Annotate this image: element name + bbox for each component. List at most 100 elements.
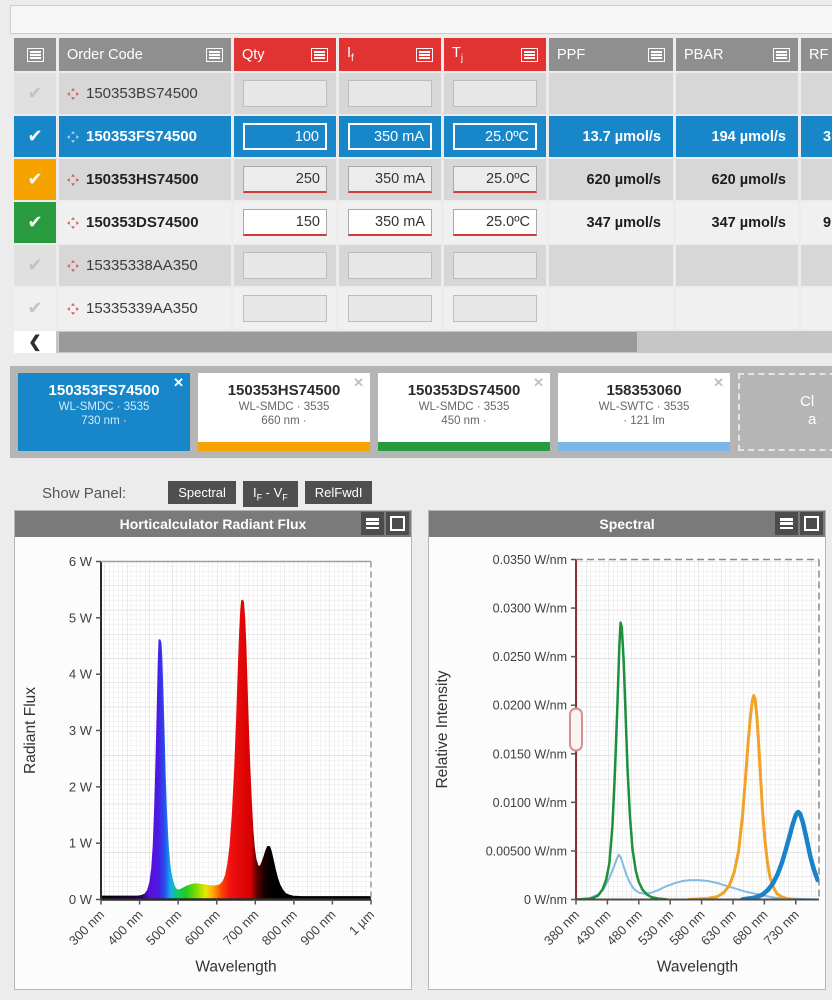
tj-input[interactable]	[453, 80, 537, 107]
order-code-text: 150353DS74500	[86, 214, 199, 231]
column-filter-icon[interactable]	[206, 47, 223, 62]
product-tab-spec: 450 nm ·	[441, 415, 487, 427]
if-input[interactable]	[348, 295, 432, 322]
column-filter-icon[interactable]	[416, 47, 433, 62]
move-handle-icon[interactable]	[67, 259, 79, 272]
y-tick-label: 0.0250 W/nm	[493, 650, 567, 664]
y-tick-label: 1 W	[69, 836, 93, 851]
column-header-select[interactable]	[14, 38, 56, 71]
qty-input[interactable]	[243, 80, 327, 107]
if-input[interactable]	[348, 80, 432, 107]
scrollbar-track[interactable]	[56, 331, 832, 353]
order-code-cell[interactable]: 150353DS74500	[59, 202, 231, 243]
tj-input[interactable]	[453, 166, 537, 193]
maximize-icon[interactable]	[386, 512, 409, 535]
order-code-text: 15335339AA350	[86, 300, 198, 317]
column-filter-icon[interactable]	[648, 47, 665, 62]
row-checkbox[interactable]: ✔	[14, 116, 56, 157]
if-cell	[339, 288, 441, 329]
order-code-cell[interactable]: 150353FS74500	[59, 116, 231, 157]
qty-input[interactable]	[243, 123, 327, 150]
qty-cell	[234, 73, 336, 114]
menu-icon[interactable]	[775, 512, 798, 535]
order-code-cell[interactable]: 150353BS74500	[59, 73, 231, 114]
column-header-qty[interactable]: Qty	[234, 38, 336, 71]
ppf-value: 13.7 µmol/s	[549, 116, 673, 157]
column-header-if[interactable]: If	[339, 38, 441, 71]
menu-icon[interactable]	[361, 512, 384, 535]
spectral-panel: Spectral 0 W/nm 0.00500 W/nm 0.0100 W/nm 0.…	[428, 510, 826, 990]
column-header-label: RF	[809, 46, 829, 63]
add-product-placeholder[interactable]: Cl a	[738, 373, 832, 451]
column-filter-icon[interactable]	[26, 47, 44, 62]
close-icon[interactable]: ✕	[713, 375, 724, 390]
qty-input[interactable]	[243, 209, 327, 236]
panel-button-if-vf[interactable]: IF - VF	[242, 481, 298, 507]
move-handle-icon[interactable]	[67, 216, 79, 229]
if-input[interactable]	[348, 209, 432, 236]
column-filter-icon[interactable]	[311, 47, 328, 62]
close-icon[interactable]: ✕	[353, 375, 364, 390]
if-input[interactable]	[348, 166, 432, 193]
product-tab-series: WL-SMDC · 3535	[58, 401, 150, 413]
placeholder-text-line: a	[808, 411, 817, 428]
product-tab-150353FS74500[interactable]: ✕ 150353FS74500 WL-SMDC · 3535 730 nm ·	[18, 373, 190, 451]
column-header-ppf[interactable]: PPF	[549, 38, 673, 71]
if-input[interactable]	[348, 123, 432, 150]
y-axis-title: Radiant Flux	[22, 687, 39, 774]
horizontal-scrollbar[interactable]: ❮	[14, 331, 832, 353]
move-handle-icon[interactable]	[67, 302, 79, 315]
tj-input[interactable]	[453, 295, 537, 322]
column-filter-icon[interactable]	[773, 47, 790, 62]
product-tab-150353HS74500[interactable]: ✕ 150353HS74500 WL-SMDC · 3535 660 nm ·	[198, 373, 370, 451]
y-tick-label: 0.0300 W/nm	[493, 602, 567, 616]
move-handle-icon[interactable]	[67, 87, 79, 100]
check-icon: ✔	[27, 169, 43, 189]
table-row: ✔ 15335339AA350	[14, 288, 832, 329]
scrollbar-thumb[interactable]	[59, 332, 637, 352]
placeholder-text-line: Cl	[800, 393, 815, 410]
qty-cell	[234, 245, 336, 286]
check-icon: ✔	[27, 255, 43, 275]
row-checkbox[interactable]: ✔	[14, 245, 56, 286]
tj-cell	[444, 73, 546, 114]
column-header-rf[interactable]: RF	[801, 38, 832, 71]
qty-input[interactable]	[243, 166, 327, 193]
column-filter-icon[interactable]	[521, 47, 538, 62]
move-handle-icon[interactable]	[67, 130, 79, 143]
order-code-cell[interactable]: 150353HS74500	[59, 159, 231, 200]
check-icon: ✔	[27, 126, 43, 146]
tj-cell	[444, 159, 546, 200]
y-tick-label: 4 W	[69, 667, 93, 682]
product-tab-158353060[interactable]: ✕ 158353060 WL-SWTC · 3535 · 121 lm	[558, 373, 730, 451]
tj-input[interactable]	[453, 123, 537, 150]
panel-button-relfwdi[interactable]: RelFwdI	[304, 481, 373, 504]
maximize-icon[interactable]	[800, 512, 823, 535]
tj-input[interactable]	[453, 209, 537, 236]
order-code-cell[interactable]: 15335339AA350	[59, 288, 231, 329]
if-input[interactable]	[348, 252, 432, 279]
axis-slider-handle[interactable]	[569, 707, 583, 752]
qty-input[interactable]	[243, 252, 327, 279]
table-row: ✔ 15335338AA350	[14, 245, 832, 286]
close-icon[interactable]: ✕	[533, 375, 544, 390]
qty-input[interactable]	[243, 295, 327, 322]
y-tick-label: 0.0150 W/nm	[493, 747, 567, 761]
row-checkbox[interactable]: ✔	[14, 202, 56, 243]
order-code-cell[interactable]: 15335338AA350	[59, 245, 231, 286]
move-handle-icon[interactable]	[67, 173, 79, 186]
pbar-value: 347 µmol/s	[676, 202, 798, 243]
panel-button-spectral[interactable]: Spectral	[168, 481, 236, 504]
row-checkbox[interactable]: ✔	[14, 73, 56, 114]
product-tab-bar: ✕ 150353FS74500 WL-SMDC · 3535 730 nm · ✕ 150…	[10, 366, 832, 458]
close-icon[interactable]: ✕	[173, 375, 184, 390]
product-tab-150353DS74500[interactable]: ✕ 150353DS74500 WL-SMDC · 3535 450 nm ·	[378, 373, 550, 451]
column-header-tj[interactable]: Tj	[444, 38, 546, 71]
column-header-code[interactable]: Order Code	[59, 38, 231, 71]
row-checkbox[interactable]: ✔	[14, 288, 56, 329]
tj-input[interactable]	[453, 252, 537, 279]
column-header-pbar[interactable]: PBAR	[676, 38, 798, 71]
scroll-left-icon[interactable]: ❮	[14, 331, 56, 353]
row-checkbox[interactable]: ✔	[14, 159, 56, 200]
ppf-value	[549, 73, 673, 114]
